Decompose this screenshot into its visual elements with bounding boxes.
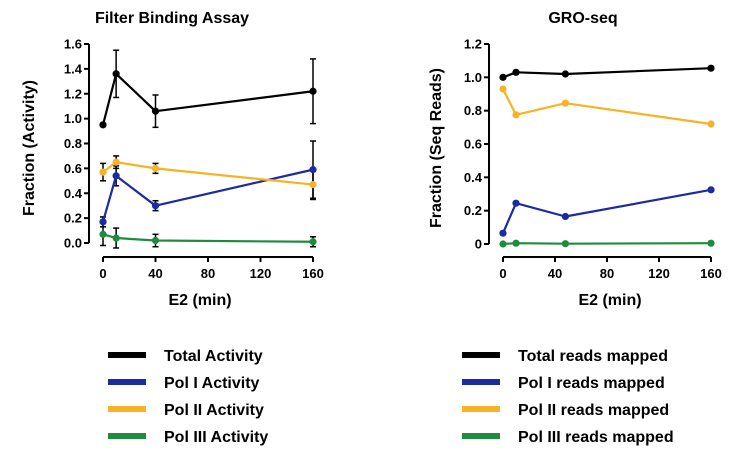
x-tick-label: 0 xyxy=(99,266,106,281)
axes: 0.0 0.2 0.4 0.6 0.8 1.0 1.2 1.4 1.6 0 40 80 120 160 xyxy=(64,37,324,282)
data-point-pol-iii-reads-mapped xyxy=(512,239,520,247)
legend-label-total: Total reads mapped xyxy=(518,348,668,365)
y-tick-label: 1.4 xyxy=(64,61,83,76)
chart-title: GRO-seq xyxy=(548,10,617,27)
y-tick-label: 0.2 xyxy=(464,203,482,218)
data-point-total-activity xyxy=(151,107,160,115)
error-bars xyxy=(100,49,316,249)
series-line-total-reads-mapped xyxy=(502,67,712,79)
data-point-pol-i-reads-mapped xyxy=(512,199,520,207)
series-line-pol-i-activity xyxy=(101,168,314,223)
y-tick-label: 0.8 xyxy=(464,103,482,118)
y-tick-label: 1.2 xyxy=(64,86,82,101)
x-tick-label: 120 xyxy=(250,266,272,281)
series-line-total-activity xyxy=(101,72,314,126)
y-axis-label: Fraction (Seq Reads) xyxy=(428,68,445,228)
y-tick-label: 1.0 xyxy=(64,111,82,126)
data-point-pol-i-activity xyxy=(151,202,160,210)
series-lines xyxy=(501,67,712,246)
axes: 0 0.2 0.4 0.6 0.8 1.0 1.2 0 40 80 120 160 xyxy=(464,37,722,282)
data-point-total-reads-mapped xyxy=(499,73,507,81)
data-point-pol-iii-reads-mapped xyxy=(707,239,715,247)
y-tick-label: 0.0 xyxy=(64,236,82,251)
y-tick-label: 0.6 xyxy=(464,137,482,152)
data-point-pol-iii-activity xyxy=(309,238,317,246)
data-point-pol-i-reads-mapped xyxy=(499,229,507,237)
data-point-total-activity xyxy=(99,121,107,129)
y-tick-label: 0.4 xyxy=(64,186,83,201)
data-points xyxy=(499,64,715,248)
series-line-pol-ii-reads-mapped xyxy=(502,88,712,126)
data-point-pol-iii-activity xyxy=(151,236,160,245)
data-point-total-activity xyxy=(112,70,120,78)
data-point-pol-i-activity xyxy=(112,172,120,180)
x-axis-label: E2 (min) xyxy=(168,292,231,309)
data-point-pol-i-activity xyxy=(99,218,107,226)
series-line-pol-ii-activity xyxy=(102,161,314,186)
x-tick-label: 40 xyxy=(548,266,562,281)
legend-label-pol-ii: Pol II Activity xyxy=(164,402,264,419)
legend-label-pol-ii: Pol II reads mapped xyxy=(518,402,669,419)
data-point-total-activity xyxy=(309,87,317,95)
y-tick-label: 0 xyxy=(475,237,482,252)
series-line-pol-iii-reads-mapped xyxy=(502,242,712,246)
data-point-pol-i-reads-mapped xyxy=(561,212,570,221)
y-tick-label: 0.8 xyxy=(64,136,82,151)
legend-label-pol-iii: Pol III Activity xyxy=(164,429,268,446)
y-tick-label: 0.2 xyxy=(64,211,82,226)
x-tick-label: 40 xyxy=(148,266,162,281)
x-tick-label: 80 xyxy=(600,266,614,281)
chart-filter-binding: Filter Binding Assay Fraction (Activity)… xyxy=(21,10,324,446)
legend-label-total: Total Activity xyxy=(164,348,263,365)
data-point-pol-iii-activity xyxy=(99,230,107,238)
chart-title: Filter Binding Assay xyxy=(95,10,249,27)
x-tick-label: 80 xyxy=(201,266,215,281)
data-point-pol-i-activity xyxy=(309,166,317,174)
data-point-pol-ii-reads-mapped xyxy=(512,111,520,119)
data-point-pol-ii-activity xyxy=(99,168,107,176)
data-point-pol-ii-reads-mapped xyxy=(561,99,570,107)
series-line-pol-i-reads-mapped xyxy=(501,188,712,234)
data-point-total-reads-mapped xyxy=(561,70,570,78)
data-point-pol-i-reads-mapped xyxy=(707,186,715,194)
data-point-pol-iii-activity xyxy=(112,234,120,242)
data-point-total-reads-mapped xyxy=(512,68,520,76)
data-points xyxy=(99,70,317,246)
y-tick-label: 0.4 xyxy=(464,170,483,185)
legend: Total reads mapped Pol I reads mapped Po… xyxy=(462,348,674,446)
x-tick-label: 160 xyxy=(302,266,324,281)
data-point-pol-ii-activity xyxy=(309,180,317,189)
chart-gro-seq: GRO-seq Fraction (Seq Reads) E2 (min) 00… xyxy=(428,10,722,446)
legend: Total Activity Pol I Activity Pol II Act… xyxy=(108,348,268,446)
series-line-pol-iii-activity xyxy=(102,233,314,243)
legend-label-pol-i: Pol I reads mapped xyxy=(518,375,665,392)
x-tick-label: 120 xyxy=(648,266,670,281)
y-tick-label: 0.6 xyxy=(64,161,82,176)
data-point-pol-ii-reads-mapped xyxy=(707,120,715,128)
y-axis-label: Fraction (Activity) xyxy=(21,80,38,216)
y-tick-label: 1.6 xyxy=(64,37,82,52)
x-tick-label: 160 xyxy=(700,266,722,281)
data-point-pol-iii-reads-mapped xyxy=(499,240,507,248)
x-tick-label: 0 xyxy=(499,266,506,281)
data-point-pol-ii-activity xyxy=(112,158,120,166)
legend-label-pol-i: Pol I Activity xyxy=(164,375,260,392)
data-point-pol-iii-reads-mapped xyxy=(561,240,570,248)
data-point-total-reads-mapped xyxy=(707,64,715,72)
legend-label-pol-iii: Pol III reads mapped xyxy=(518,429,674,446)
x-axis-label: E2 (min) xyxy=(578,292,641,309)
series-lines xyxy=(101,72,314,243)
data-point-pol-ii-reads-mapped xyxy=(499,85,507,93)
y-tick-label: 1.0 xyxy=(464,70,482,85)
data-point-pol-ii-activity xyxy=(151,164,160,172)
y-tick-label: 1.2 xyxy=(464,37,482,52)
